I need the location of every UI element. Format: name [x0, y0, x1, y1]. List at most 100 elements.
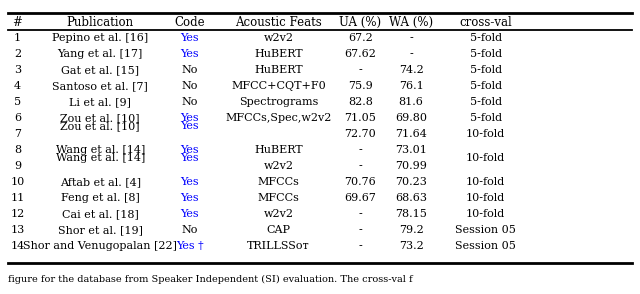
Text: Wang et al. [14]: Wang et al. [14] [56, 153, 145, 163]
Text: -: - [410, 33, 413, 43]
Text: 10: 10 [10, 177, 24, 187]
Text: 69.67: 69.67 [344, 193, 376, 203]
Text: figure for the database from Speaker Independent (SI) evaluation. The cross-val : figure for the database from Speaker Ind… [8, 275, 413, 284]
Text: CAP: CAP [267, 225, 291, 235]
Text: 4: 4 [14, 81, 21, 91]
Text: 5-fold: 5-fold [470, 49, 502, 59]
Text: -: - [358, 209, 362, 219]
Text: 70.76: 70.76 [344, 177, 376, 187]
Text: Yes: Yes [180, 113, 199, 123]
Text: Wang et al. [14]: Wang et al. [14] [56, 145, 145, 155]
Text: MFCCs,Spec,w2v2: MFCCs,Spec,w2v2 [225, 113, 332, 123]
Text: Zou et al. [10]: Zou et al. [10] [60, 113, 140, 123]
Text: 2: 2 [14, 49, 21, 59]
Text: 10-fold: 10-fold [466, 177, 506, 187]
Text: 11: 11 [10, 193, 24, 203]
Text: TRILLSSᴏᴛ: TRILLSSᴏᴛ [247, 241, 310, 251]
Text: HuBERT: HuBERT [254, 49, 303, 59]
Text: HuBERT: HuBERT [254, 65, 303, 75]
Text: 79.2: 79.2 [399, 225, 424, 235]
Text: 7: 7 [14, 129, 21, 139]
Text: 74.2: 74.2 [399, 65, 424, 75]
Text: #: # [13, 16, 22, 29]
Text: 1: 1 [14, 33, 21, 43]
Text: Yes: Yes [180, 33, 199, 43]
Text: HuBERT: HuBERT [254, 145, 303, 155]
Text: Li et al. [9]: Li et al. [9] [69, 97, 131, 107]
Text: 5: 5 [14, 97, 21, 107]
Text: Shor et al. [19]: Shor et al. [19] [58, 225, 143, 235]
Text: 5-fold: 5-fold [470, 81, 502, 91]
Text: MFCCs: MFCCs [258, 193, 300, 203]
Text: 10-fold: 10-fold [466, 129, 506, 139]
Text: MFCCs: MFCCs [258, 177, 300, 187]
Text: 71.64: 71.64 [396, 129, 427, 139]
Text: Acoustic Feats: Acoustic Feats [236, 16, 322, 29]
Text: Spectrograms: Spectrograms [239, 97, 318, 107]
Text: UA (%): UA (%) [339, 16, 381, 29]
Text: 6: 6 [14, 113, 21, 123]
Text: Shor and Venugopalan [22]: Shor and Venugopalan [22] [23, 241, 177, 251]
Text: 73.2: 73.2 [399, 241, 424, 251]
Text: 10-fold: 10-fold [466, 209, 506, 219]
Text: w2v2: w2v2 [264, 33, 294, 43]
Text: Yes: Yes [180, 153, 199, 163]
Text: cross-val: cross-val [460, 16, 512, 29]
Text: 5-fold: 5-fold [470, 113, 502, 123]
Text: Yang et al. [17]: Yang et al. [17] [58, 49, 143, 59]
Text: Yes: Yes [180, 193, 199, 203]
Text: 81.6: 81.6 [399, 97, 424, 107]
Text: 67.62: 67.62 [344, 49, 376, 59]
Text: w2v2: w2v2 [264, 161, 294, 171]
Text: Zou et al. [10]: Zou et al. [10] [60, 121, 140, 131]
Text: Cai et al. [18]: Cai et al. [18] [62, 209, 139, 219]
Text: No: No [181, 81, 198, 91]
Text: 12: 12 [10, 209, 24, 219]
Text: -: - [358, 225, 362, 235]
Text: 72.70: 72.70 [344, 129, 376, 139]
Text: Yes †: Yes † [175, 241, 204, 251]
Text: Session 05: Session 05 [455, 241, 516, 251]
Text: -: - [358, 161, 362, 171]
Text: 10-fold: 10-fold [466, 153, 506, 163]
Text: 14: 14 [10, 241, 24, 251]
Text: Yes: Yes [180, 121, 199, 131]
Text: Gat et al. [15]: Gat et al. [15] [61, 65, 140, 75]
Text: Aftab et al. [4]: Aftab et al. [4] [60, 177, 141, 187]
Text: 3: 3 [14, 65, 21, 75]
Text: 13: 13 [10, 225, 24, 235]
Text: 70.99: 70.99 [396, 161, 427, 171]
Text: 75.9: 75.9 [348, 81, 372, 91]
Text: Santoso et al. [7]: Santoso et al. [7] [52, 81, 148, 91]
Text: Yes: Yes [180, 49, 199, 59]
Text: Yes: Yes [180, 177, 199, 187]
Text: Pepino et al. [16]: Pepino et al. [16] [52, 33, 148, 43]
Text: 70.23: 70.23 [396, 177, 427, 187]
Text: 9: 9 [14, 161, 21, 171]
Text: No: No [181, 97, 198, 107]
Text: -: - [358, 241, 362, 251]
Text: Yes: Yes [180, 145, 199, 155]
Text: 76.1: 76.1 [399, 81, 424, 91]
Text: 5-fold: 5-fold [470, 97, 502, 107]
Text: No: No [181, 65, 198, 75]
Text: -: - [358, 145, 362, 155]
Text: WA (%): WA (%) [389, 16, 433, 29]
Text: 5-fold: 5-fold [470, 65, 502, 75]
Text: 10-fold: 10-fold [466, 193, 506, 203]
Text: No: No [181, 225, 198, 235]
Text: Code: Code [174, 16, 205, 29]
Text: 67.2: 67.2 [348, 33, 372, 43]
Text: 78.15: 78.15 [396, 209, 427, 219]
Text: 69.80: 69.80 [395, 113, 427, 123]
Text: 8: 8 [14, 145, 21, 155]
Text: 82.8: 82.8 [348, 97, 372, 107]
Text: Session 05: Session 05 [455, 225, 516, 235]
Text: 68.63: 68.63 [395, 193, 427, 203]
Text: -: - [410, 49, 413, 59]
Text: 5-fold: 5-fold [470, 33, 502, 43]
Text: 73.01: 73.01 [396, 145, 427, 155]
Text: Yes: Yes [180, 209, 199, 219]
Text: -: - [358, 65, 362, 75]
Text: 71.05: 71.05 [344, 113, 376, 123]
